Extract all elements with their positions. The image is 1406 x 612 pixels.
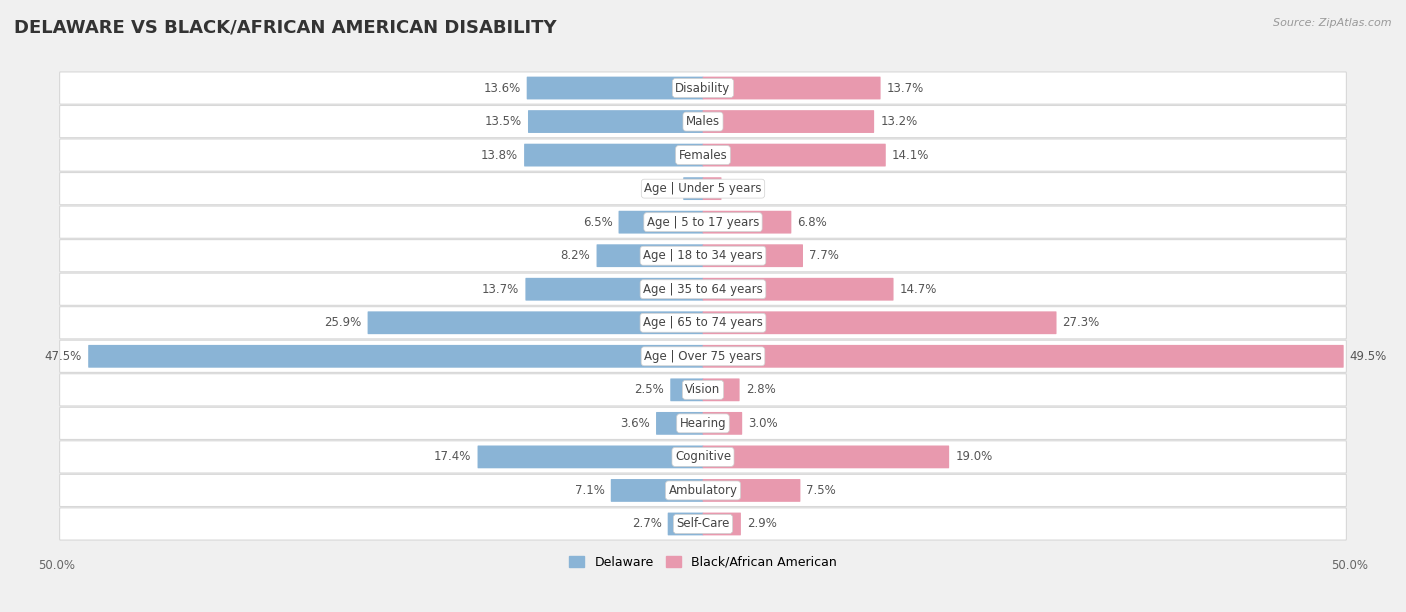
FancyBboxPatch shape — [59, 139, 1347, 171]
FancyBboxPatch shape — [59, 240, 1347, 272]
FancyBboxPatch shape — [59, 508, 1347, 540]
Text: Ambulatory: Ambulatory — [668, 484, 738, 497]
FancyBboxPatch shape — [529, 110, 703, 133]
FancyBboxPatch shape — [671, 378, 703, 401]
FancyBboxPatch shape — [527, 76, 703, 99]
Text: Disability: Disability — [675, 81, 731, 94]
Text: 13.5%: 13.5% — [485, 115, 522, 128]
Text: 49.5%: 49.5% — [1350, 350, 1386, 363]
FancyBboxPatch shape — [683, 177, 703, 200]
Text: 27.3%: 27.3% — [1063, 316, 1099, 329]
Text: 25.9%: 25.9% — [325, 316, 361, 329]
Text: 13.7%: 13.7% — [887, 81, 924, 94]
FancyBboxPatch shape — [703, 177, 721, 200]
Text: 2.7%: 2.7% — [631, 518, 662, 531]
FancyBboxPatch shape — [89, 345, 703, 368]
FancyBboxPatch shape — [478, 446, 703, 468]
Text: 7.5%: 7.5% — [807, 484, 837, 497]
Text: 2.5%: 2.5% — [634, 383, 664, 397]
Text: 14.7%: 14.7% — [900, 283, 936, 296]
Text: Age | 5 to 17 years: Age | 5 to 17 years — [647, 215, 759, 229]
FancyBboxPatch shape — [59, 474, 1347, 507]
Text: 8.2%: 8.2% — [561, 249, 591, 262]
FancyBboxPatch shape — [657, 412, 703, 435]
Text: Hearing: Hearing — [679, 417, 727, 430]
FancyBboxPatch shape — [703, 244, 803, 267]
Text: 47.5%: 47.5% — [45, 350, 82, 363]
Text: 13.8%: 13.8% — [481, 149, 517, 162]
Text: 1.5%: 1.5% — [647, 182, 678, 195]
Text: 2.9%: 2.9% — [747, 518, 778, 531]
Text: Age | Over 75 years: Age | Over 75 years — [644, 350, 762, 363]
Text: Cognitive: Cognitive — [675, 450, 731, 463]
FancyBboxPatch shape — [526, 278, 703, 300]
FancyBboxPatch shape — [59, 206, 1347, 238]
Text: 6.5%: 6.5% — [582, 215, 613, 229]
FancyBboxPatch shape — [59, 340, 1347, 372]
Text: 1.4%: 1.4% — [727, 182, 758, 195]
FancyBboxPatch shape — [367, 312, 703, 334]
FancyBboxPatch shape — [59, 441, 1347, 473]
FancyBboxPatch shape — [703, 345, 1344, 368]
Text: Age | Under 5 years: Age | Under 5 years — [644, 182, 762, 195]
Text: 7.7%: 7.7% — [808, 249, 839, 262]
FancyBboxPatch shape — [59, 374, 1347, 406]
Text: 2.8%: 2.8% — [745, 383, 776, 397]
Text: 6.8%: 6.8% — [797, 215, 827, 229]
FancyBboxPatch shape — [59, 105, 1347, 138]
FancyBboxPatch shape — [668, 513, 703, 536]
Text: 3.6%: 3.6% — [620, 417, 650, 430]
FancyBboxPatch shape — [703, 412, 742, 435]
Text: Source: ZipAtlas.com: Source: ZipAtlas.com — [1274, 18, 1392, 28]
FancyBboxPatch shape — [59, 407, 1347, 439]
Text: Age | 18 to 34 years: Age | 18 to 34 years — [643, 249, 763, 262]
FancyBboxPatch shape — [610, 479, 703, 502]
Text: Males: Males — [686, 115, 720, 128]
Legend: Delaware, Black/African American: Delaware, Black/African American — [564, 551, 842, 574]
Text: Females: Females — [679, 149, 727, 162]
Text: 3.0%: 3.0% — [748, 417, 778, 430]
Text: Vision: Vision — [685, 383, 721, 397]
FancyBboxPatch shape — [59, 307, 1347, 339]
Text: 14.1%: 14.1% — [891, 149, 929, 162]
FancyBboxPatch shape — [59, 273, 1347, 305]
FancyBboxPatch shape — [703, 211, 792, 234]
FancyBboxPatch shape — [703, 378, 740, 401]
Text: DELAWARE VS BLACK/AFRICAN AMERICAN DISABILITY: DELAWARE VS BLACK/AFRICAN AMERICAN DISAB… — [14, 18, 557, 36]
Text: 13.6%: 13.6% — [484, 81, 520, 94]
FancyBboxPatch shape — [524, 144, 703, 166]
Text: 17.4%: 17.4% — [434, 450, 471, 463]
FancyBboxPatch shape — [703, 479, 800, 502]
FancyBboxPatch shape — [59, 173, 1347, 205]
FancyBboxPatch shape — [59, 72, 1347, 104]
FancyBboxPatch shape — [703, 144, 886, 166]
FancyBboxPatch shape — [703, 76, 880, 99]
Text: 13.2%: 13.2% — [880, 115, 918, 128]
FancyBboxPatch shape — [703, 513, 741, 536]
Text: Self-Care: Self-Care — [676, 518, 730, 531]
FancyBboxPatch shape — [596, 244, 703, 267]
FancyBboxPatch shape — [703, 278, 894, 300]
FancyBboxPatch shape — [703, 446, 949, 468]
FancyBboxPatch shape — [703, 110, 875, 133]
Text: 19.0%: 19.0% — [955, 450, 993, 463]
Text: 7.1%: 7.1% — [575, 484, 605, 497]
Text: 13.7%: 13.7% — [482, 283, 519, 296]
FancyBboxPatch shape — [703, 312, 1056, 334]
Text: Age | 35 to 64 years: Age | 35 to 64 years — [643, 283, 763, 296]
Text: Age | 65 to 74 years: Age | 65 to 74 years — [643, 316, 763, 329]
FancyBboxPatch shape — [619, 211, 703, 234]
